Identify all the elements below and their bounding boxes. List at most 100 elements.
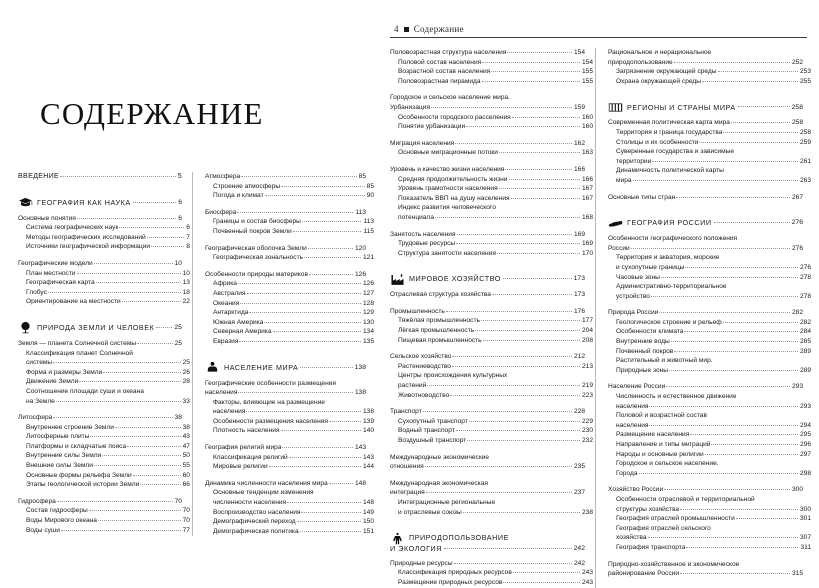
toc-section-heading[interactable]: МИРОВОЕ ХОЗЯЙСТВО 173 bbox=[390, 273, 585, 285]
toc-subentry[interactable]: Природные зоны 289 bbox=[616, 366, 811, 376]
toc-subentry[interactable]: Пищевая промышленность 208 bbox=[398, 336, 593, 346]
toc-subentry[interactable]: География транспорта 311 bbox=[616, 543, 811, 553]
toc-section-heading[interactable]: ГЕОГРАФИЯ РОССИИ 276 bbox=[608, 217, 803, 229]
toc-subentry[interactable]: Южная Америка 130 bbox=[213, 318, 374, 328]
toc-entry[interactable]: Занятость населения 169 bbox=[390, 230, 585, 240]
toc-subentry[interactable]: Размещение населения 295 bbox=[616, 430, 811, 440]
toc-entry[interactable]: Особенности географического положения bbox=[608, 234, 803, 244]
toc-subentry[interactable]: и отраслевые союзы 238 bbox=[398, 508, 593, 518]
toc-subentry[interactable]: Погода и климат 90 bbox=[213, 191, 374, 201]
toc-subentry[interactable]: Основные формы рельефа Земли 60 bbox=[26, 471, 190, 481]
toc-subentry[interactable]: Особенности размещения населения 139 bbox=[213, 417, 374, 427]
toc-subentry[interactable]: Форма и размеры Земли 26 bbox=[26, 368, 190, 378]
toc-subentry[interactable]: Внутренние силы Земли 50 bbox=[26, 451, 190, 461]
toc-subentry[interactable]: Народы и основные религии 297 bbox=[616, 450, 811, 460]
toc-entry[interactable]: Природно-хозяйственное и экономическое bbox=[608, 560, 803, 570]
toc-subentry[interactable]: Индекс развития человеческого bbox=[398, 203, 593, 213]
toc-subentry[interactable]: Евразия 135 bbox=[213, 337, 374, 347]
toc-subentry[interactable]: Воздушный транспорт 232 bbox=[398, 436, 593, 446]
toc-subentry[interactable]: Половой и возрастной состав bbox=[616, 411, 811, 421]
toc-entry[interactable]: Географические модели 10 bbox=[18, 259, 182, 269]
toc-subentry[interactable]: Суверенные государства и зависимые bbox=[616, 147, 811, 157]
toc-subentry[interactable]: География отраслей промышленности 301 bbox=[616, 514, 811, 524]
toc-subentry[interactable]: Охрана окружающей среды 255 bbox=[616, 77, 811, 87]
toc-subentry[interactable]: Плотность населения 140 bbox=[213, 426, 374, 436]
toc-entry[interactable]: Транспорт 228 bbox=[390, 407, 585, 417]
toc-subentry[interactable]: устройство 278 bbox=[616, 292, 811, 302]
toc-entry[interactable]: Международная экономическая bbox=[390, 479, 585, 489]
toc-entry[interactable]: Международные экономические bbox=[390, 453, 585, 463]
toc-entry[interactable]: Отраслевая структура хозяйства 173 bbox=[390, 290, 585, 300]
toc-subentry[interactable]: Численность и естественное движение bbox=[616, 392, 811, 402]
toc-subentry[interactable]: структуры хозяйства 300 bbox=[616, 505, 811, 515]
toc-subentry[interactable]: Растениеводство 213 bbox=[398, 362, 593, 372]
toc-entry[interactable]: Половозрастная структура населения 154 bbox=[390, 48, 585, 58]
toc-entry[interactable]: Основные типы стран 267 bbox=[608, 193, 803, 203]
toc-subentry[interactable]: Сухопутный транспорт 229 bbox=[398, 417, 593, 427]
toc-subentry[interactable]: Динамичность политической карты bbox=[616, 166, 811, 176]
toc-subentry[interactable]: территории 261 bbox=[616, 157, 811, 167]
toc-subentry[interactable]: Основные миграционные потоки 163 bbox=[398, 148, 593, 158]
toc-subentry[interactable]: Трудовые ресурсы 169 bbox=[398, 239, 593, 249]
toc-section-heading[interactable]: ПРИРОДА ЗЕМЛИ И ЧЕЛОВЕК 25 bbox=[18, 322, 182, 334]
toc-entry[interactable]: России 276 bbox=[608, 244, 803, 254]
toc-subentry[interactable]: населения 293 bbox=[616, 402, 811, 412]
toc-subentry[interactable]: Направление и типы миграций 296 bbox=[616, 440, 811, 450]
toc-subentry[interactable]: План местности 10 bbox=[26, 269, 190, 279]
toc-subentry[interactable]: Столицы и их особенности 259 bbox=[616, 138, 811, 148]
toc-subentry[interactable]: Воспроизводство населения 149 bbox=[213, 508, 374, 518]
toc-subentry[interactable]: Демографическая политика 151 bbox=[213, 527, 374, 537]
toc-entry[interactable]: Население России 293 bbox=[608, 382, 803, 392]
toc-subentry[interactable]: Состав гидросферы 70 bbox=[26, 506, 190, 516]
toc-subentry[interactable]: Классификация планет Солнечной bbox=[26, 349, 190, 359]
toc-subentry[interactable]: Территория и граница государства 258 bbox=[616, 128, 811, 138]
toc-subentry[interactable]: потенциала 168 bbox=[398, 213, 593, 223]
toc-entry[interactable]: отношения 235 bbox=[390, 462, 585, 472]
toc-subentry[interactable]: Лёгкая промышленность 204 bbox=[398, 326, 593, 336]
toc-subentry[interactable]: Соотношение площади суши и океана bbox=[26, 387, 190, 397]
toc-subentry[interactable]: на Земле 33 bbox=[26, 397, 190, 407]
toc-entry[interactable]: Основные понятия 6 bbox=[18, 214, 182, 224]
toc-subentry[interactable]: Внешние силы Земли 55 bbox=[26, 461, 190, 471]
toc-subentry[interactable]: Загрязнение окружающей среды 253 bbox=[616, 67, 811, 77]
toc-entry[interactable]: Рациональное и нерациональное bbox=[608, 48, 803, 58]
toc-subentry[interactable]: Показатель ВВП на душу населения 167 bbox=[398, 194, 593, 204]
toc-entry[interactable]: Гидросфера 70 bbox=[18, 497, 182, 507]
toc-subentry[interactable]: Источники географической информации 8 bbox=[26, 242, 190, 252]
toc-subentry[interactable]: Платформы и складчатые пояса 47 bbox=[26, 442, 190, 452]
toc-entry[interactable]: Особенности природы материков 126 bbox=[205, 270, 366, 280]
toc-subentry[interactable]: Центры происхождения культурных bbox=[398, 371, 593, 381]
toc-subentry[interactable]: Административно-территориальное bbox=[616, 282, 811, 292]
toc-section-heading[interactable]: ПРИРОДОПОЛЬЗОВАНИЕ И ЭКОЛОГИЯ 242 bbox=[390, 532, 585, 554]
toc-entry[interactable]: Промышленность 176 bbox=[390, 307, 585, 317]
toc-subentry[interactable]: Средняя продолжительность жизни 166 bbox=[398, 175, 593, 185]
toc-subentry[interactable]: Воды суши 77 bbox=[26, 526, 190, 536]
toc-entry[interactable]: Природные ресурсы 242 bbox=[390, 559, 585, 569]
toc-subentry[interactable]: и сухопутные границы 276 bbox=[616, 263, 811, 273]
toc-subentry[interactable]: Внутренние воды 285 bbox=[616, 337, 811, 347]
toc-subentry[interactable]: Границы и состав биосферы 113 bbox=[213, 217, 374, 227]
toc-entry[interactable]: Географические особенности размещения bbox=[205, 379, 366, 389]
toc-subentry[interactable]: Понятие урбанизации 160 bbox=[398, 122, 593, 132]
toc-subentry[interactable]: Ориентирование на местности 22 bbox=[26, 297, 190, 307]
toc-entry[interactable]: Природа России 282 bbox=[608, 308, 803, 318]
toc-entry[interactable]: Географическая оболочка Земли 120 bbox=[205, 244, 366, 254]
toc-subentry[interactable]: Антарктида 129 bbox=[213, 308, 374, 318]
toc-entry[interactable]: География религий мира 143 bbox=[205, 443, 366, 453]
toc-subentry[interactable]: Система географических наук 6 bbox=[26, 223, 190, 233]
toc-subentry[interactable]: Города 298 bbox=[616, 469, 811, 479]
toc-entry[interactable]: Современная политическая карта мира 258 bbox=[608, 118, 803, 128]
toc-subentry[interactable]: Особенности климата 284 bbox=[616, 327, 811, 337]
toc-section-heading[interactable]: ГЕОГРАФИЯ КАК НАУКА 6 bbox=[18, 197, 182, 209]
toc-entry[interactable]: природопользование 252 bbox=[608, 58, 803, 68]
toc-subentry[interactable]: Городское и сельское население. bbox=[616, 459, 811, 469]
toc-subentry[interactable]: численности населения 148 bbox=[213, 498, 374, 508]
toc-section-heading[interactable]: РЕГИОНЫ И СТРАНЫ МИРА 258 bbox=[608, 101, 803, 113]
toc-subentry[interactable]: Водный транспорт 230 bbox=[398, 426, 593, 436]
toc-subentry[interactable]: Возрастной состав населения 155 bbox=[398, 67, 593, 77]
toc-entry[interactable]: Атмосфера 85 bbox=[205, 172, 366, 182]
toc-entry[interactable]: районирование России 315 bbox=[608, 569, 803, 579]
toc-subentry[interactable]: Внутреннее строение Земли 38 bbox=[26, 423, 190, 433]
toc-entry[interactable]: Уровень и качество жизни населения 166 bbox=[390, 165, 585, 175]
toc-section-heading[interactable]: НАСЕЛЕНИЕ МИРА 138 bbox=[205, 361, 366, 374]
